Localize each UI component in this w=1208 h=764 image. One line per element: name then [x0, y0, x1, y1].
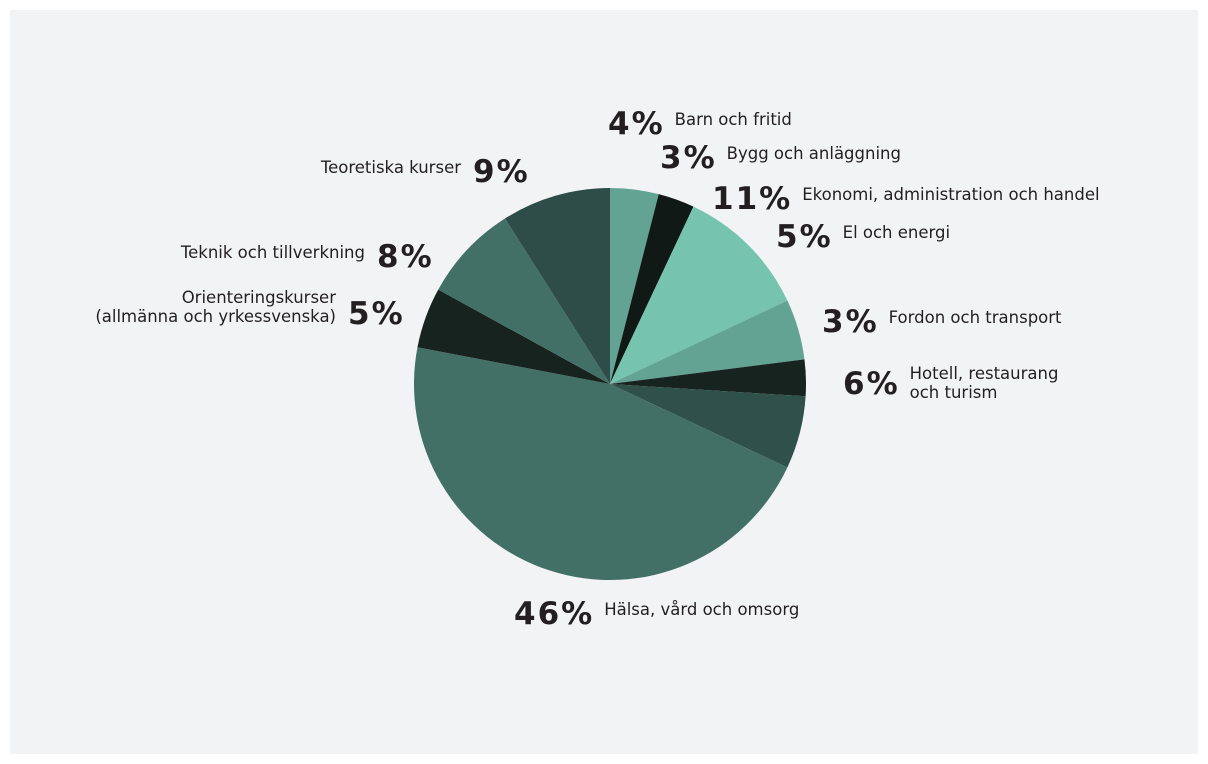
slice-category-label: Teoretiska kurser [320, 158, 461, 177]
slice-percent-label: 8% [377, 239, 434, 275]
pie-slice [610, 188, 659, 384]
pie-slice [413, 347, 788, 581]
slice-percent-label: 5% [348, 296, 405, 332]
slice-category-label: (allmänna och yrkessvenska) [95, 307, 336, 326]
slice-percent-label: 5% [776, 219, 833, 255]
slice-label-group: 3% Bygg och anläggning [660, 140, 901, 176]
slice-label-group: 5% Orienteringskurser(allmänna och yrkess… [95, 288, 405, 332]
slice-percent-label: 46% [514, 596, 594, 632]
pie-slice [610, 194, 694, 384]
pie-slice [610, 359, 806, 397]
slice-category-label: El och energi [843, 223, 950, 242]
pie-slices [413, 188, 806, 581]
slice-category-label: Teknik och tillverkning [180, 243, 365, 262]
slice-label-group: 9% Teoretiska kurser [320, 154, 530, 190]
slice-label-group: 3% Fordon och transport [822, 304, 1062, 340]
pie-slice [504, 188, 610, 384]
slice-category-label: Fordon och transport [889, 308, 1062, 327]
slice-label-group: 4% Barn och fritid [608, 106, 792, 142]
pie-slice [610, 206, 788, 384]
slice-category-label: Orienteringskurser [182, 288, 337, 307]
pie-labels: 4% Barn och fritid 3% Bygg och anläggning 11… [95, 106, 1099, 632]
slice-category-label: Hälsa, vård och omsorg [604, 600, 799, 619]
slice-percent-label: 9% [473, 154, 530, 190]
slice-percent-label: 3% [822, 304, 879, 340]
slice-label-group: 46% Hälsa, vård och omsorg [514, 596, 799, 632]
pie-slice [417, 289, 610, 384]
slice-category-label: och turism [910, 383, 998, 402]
slice-category-label: Barn och fritid [675, 110, 792, 129]
slice-label-group: 5% El och energi [776, 219, 950, 255]
slice-category-label: Bygg och anläggning [727, 144, 901, 163]
pie-slice [438, 218, 610, 384]
slice-category-label: Hotell, restaurang [910, 364, 1059, 383]
slice-percent-label: 6% [843, 366, 900, 402]
slice-percent-label: 3% [660, 140, 717, 176]
pie-slice [610, 300, 805, 384]
slice-percent-label: 4% [608, 106, 665, 142]
slice-label-group: 8% Teknik och tillverkning [180, 239, 434, 275]
slice-percent-label: 11% [712, 181, 792, 217]
pie-slice [610, 384, 806, 468]
slice-category-label: Ekonomi, administration och handel [802, 185, 1099, 204]
slice-label-group: 11% Ekonomi, administration och handel [712, 181, 1100, 217]
